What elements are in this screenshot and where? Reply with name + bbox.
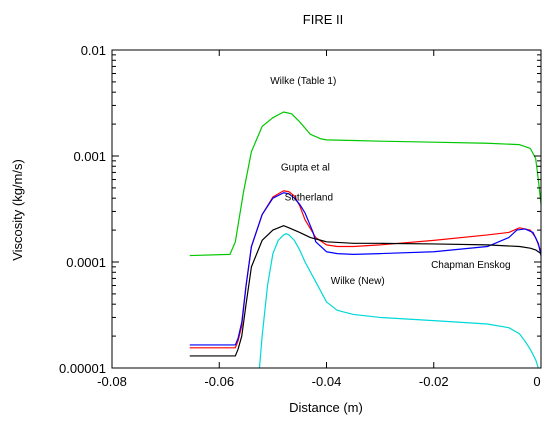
x-tick-label: -0.02: [419, 374, 449, 389]
y-tick-label: 0.001: [73, 149, 106, 164]
series-line-3: [189, 192, 542, 346]
y-axis: 0.00001 0.0001 0.001 0.01: [59, 43, 541, 376]
x-axis-title: Distance (m): [289, 400, 363, 415]
x-tick-label: -0.06: [204, 374, 234, 389]
series-line-5: [258, 233, 539, 369]
y-tick-label: 0.01: [81, 43, 106, 58]
annotation-label: Gupta et al: [281, 162, 330, 173]
series-line-1: [189, 111, 542, 257]
x-tick-label: -0.08: [97, 374, 127, 389]
annotation-label: Wilke (New): [331, 276, 385, 287]
x-tick-label: 0: [533, 374, 540, 389]
plot-frame: [111, 49, 542, 369]
x-axis: -0.08 -0.06 -0.04 -0.02 0: [97, 50, 542, 389]
y-tick-label: 0.00001: [59, 361, 106, 376]
annotations: Wilke (Table 1) Gupta et al Sutherland Chap…: [270, 76, 510, 287]
series-line-4: [189, 225, 542, 357]
y-tick-label: 0.0001: [66, 255, 106, 270]
x-tick-label: -0.04: [312, 374, 342, 389]
annotation-label: Chapman Enskog: [431, 260, 511, 271]
annotation-label: Wilke (Table 1): [270, 76, 336, 87]
annotation-label: Sutherland: [285, 193, 333, 204]
series-layer: [189, 111, 542, 369]
chart-title: FIRE II: [303, 12, 343, 27]
y-axis-title: Viscosity (kg/m/s): [10, 159, 25, 261]
